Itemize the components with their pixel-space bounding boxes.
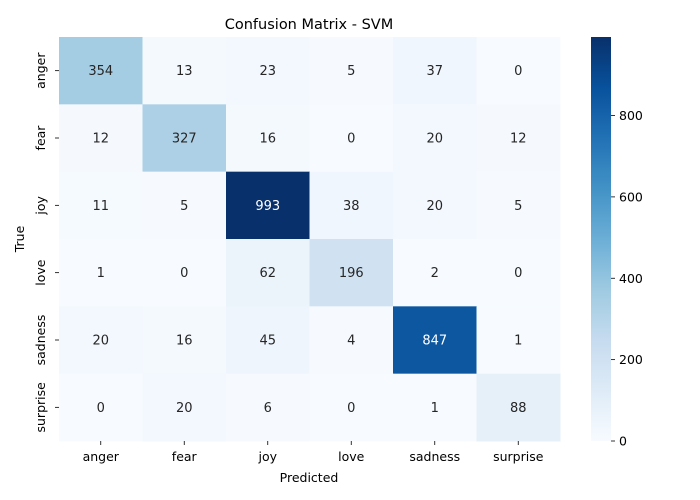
colorbar-tick-label: 800 [619, 108, 643, 123]
y-tick-label: surprise [33, 382, 48, 433]
heatmap-cell [393, 306, 477, 375]
heatmap-cell [59, 239, 143, 307]
cell-value-label: 0 [180, 266, 188, 281]
x-tick-label: love [338, 449, 365, 464]
cell-value-label: 20 [426, 199, 443, 214]
heatmap-cell [59, 373, 143, 442]
colorbar: 0 200 400 600 800 [591, 37, 643, 449]
colorbar-tick-label: 400 [619, 271, 643, 286]
heatmap-cell [309, 306, 394, 375]
cell-value-label: 37 [426, 64, 443, 79]
cell-value-label: 1 [431, 401, 439, 416]
x-tick-label: joy [257, 449, 277, 464]
cell-value-label: 1 [514, 334, 522, 349]
heatmap-cell [226, 104, 310, 173]
heatmap-cell [142, 239, 227, 307]
cell-value-label: 5 [514, 199, 522, 214]
heatmap-cell [309, 239, 394, 307]
colorbar-gradient [591, 37, 611, 441]
cell-value-label: 196 [339, 266, 364, 281]
x-tick-label: anger [83, 449, 120, 464]
cell-value-label: 1 [97, 266, 105, 281]
heatmap-cell [476, 373, 561, 442]
cell-value-label: 45 [259, 334, 276, 349]
y-axis-label: True [12, 225, 27, 253]
heatmap-cell [142, 171, 227, 240]
cell-value-label: 62 [259, 266, 276, 281]
x-axis-ticks: anger fear joy love sadness surprise [83, 441, 544, 464]
cell-value-label: 0 [347, 401, 355, 416]
x-axis-label: Predicted [280, 470, 339, 485]
heatmap-cell [476, 104, 561, 173]
heatmap-cell [476, 171, 561, 240]
cell-value-label: 2 [431, 266, 439, 281]
chart-title: Confusion Matrix - SVM [225, 17, 393, 33]
y-axis-ticks: anger fear joy love sadness surprise [33, 52, 59, 433]
heatmap-cell [226, 373, 310, 442]
cell-value-label: 0 [514, 64, 522, 79]
x-tick-label: fear [172, 449, 198, 464]
cell-value-label: 0 [514, 266, 522, 281]
heatmap-cell [309, 37, 394, 105]
heatmap-cell [393, 104, 477, 173]
heatmap-cell [142, 37, 227, 105]
x-tick-label: sadness [409, 449, 460, 464]
cell-value-label: 993 [255, 199, 280, 214]
cell-value-label: 16 [176, 334, 193, 349]
heatmap-cell [59, 306, 143, 375]
cell-value-label: 11 [92, 199, 109, 214]
heatmap-cell [142, 306, 227, 375]
y-tick-label: sadness [33, 315, 48, 366]
x-tick-label: surprise [493, 449, 544, 464]
heatmap-cell [309, 104, 394, 173]
y-tick-label: joy [33, 195, 48, 215]
colorbar-tick-label: 600 [619, 189, 643, 204]
cell-value-label: 88 [510, 401, 527, 416]
heatmap-cell [309, 171, 394, 240]
cell-value-label: 12 [92, 132, 109, 147]
cell-value-label: 20 [426, 132, 443, 147]
cell-value-label: 38 [343, 199, 360, 214]
heatmap-cell [393, 373, 477, 442]
cell-value-label: 5 [347, 64, 355, 79]
cell-value-label: 5 [180, 199, 188, 214]
cell-value-label: 20 [176, 401, 193, 416]
heatmap-cell [393, 171, 477, 240]
cell-value-label: 847 [422, 334, 447, 349]
heatmap-cell [59, 104, 143, 173]
cell-value-label: 0 [347, 132, 355, 147]
cell-value-label: 13 [176, 64, 193, 79]
cell-value-label: 23 [259, 64, 276, 79]
heatmap-cell [393, 239, 477, 307]
heatmap-cell [476, 239, 561, 307]
cell-value-label: 327 [172, 132, 197, 147]
cell-value-label: 4 [347, 334, 355, 349]
heatmap-cell [476, 37, 561, 105]
cell-value-label: 0 [97, 401, 105, 416]
heatmap-cell [226, 171, 310, 240]
heatmap-cell [393, 37, 477, 105]
cell-value-label: 354 [88, 64, 113, 79]
heatmap-cell [142, 373, 227, 442]
cell-value-label: 20 [92, 334, 109, 349]
y-tick-label: fear [33, 125, 48, 151]
cell-value-label: 16 [259, 132, 276, 147]
y-tick-label: love [33, 259, 48, 286]
cell-value-label: 12 [510, 132, 527, 147]
cell-value-label: 6 [264, 401, 272, 416]
heatmap-cell [226, 239, 310, 307]
heatmap-cell [59, 37, 143, 105]
heatmap-cell [142, 104, 227, 173]
heatmap-cell [226, 306, 310, 375]
colorbar-tick-label: 200 [619, 352, 643, 367]
heatmap-cell [226, 37, 310, 105]
heatmap-cell [476, 306, 561, 375]
heatmap-cell [59, 171, 143, 240]
heatmap-cell [309, 373, 394, 442]
colorbar-tick-label: 0 [619, 434, 627, 449]
y-tick-label: anger [33, 52, 48, 89]
